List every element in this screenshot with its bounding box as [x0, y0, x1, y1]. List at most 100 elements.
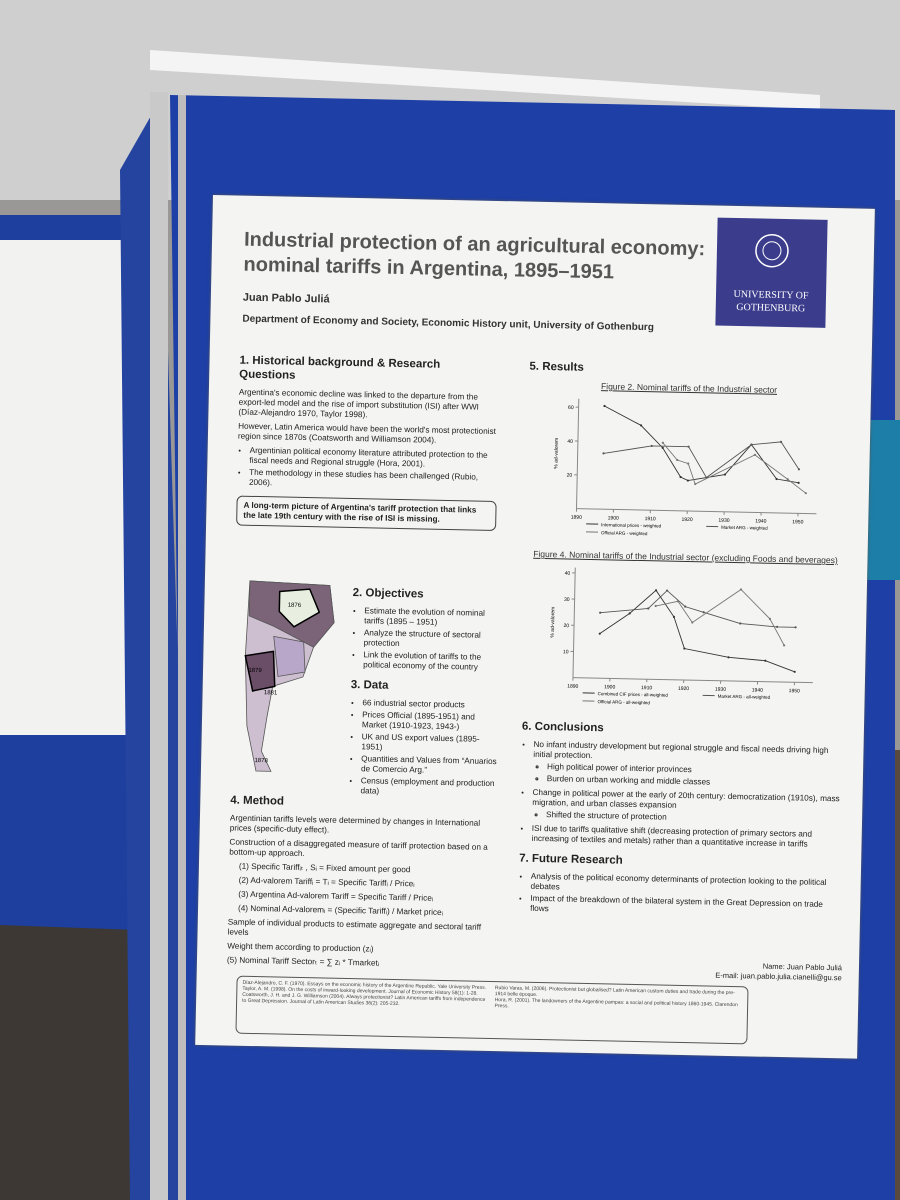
bullet: Estimate the evolution of nominal tariff…	[364, 606, 502, 629]
bullet-text: No infant industry development but regio…	[533, 739, 829, 761]
bullet: Change in political power at the early o…	[532, 788, 841, 826]
point	[679, 475, 682, 479]
formula: (1) Specific Tariffᵢₜ , Sᵢ = Fixed amoun…	[238, 861, 411, 875]
point	[775, 477, 778, 481]
point	[691, 621, 694, 624]
legend-label: Official ARG - weighted	[601, 530, 648, 536]
legend-label: Market ARG - weighted	[721, 525, 768, 531]
point	[661, 446, 664, 449]
paragraph: Weight them according to production (zᵢ)	[227, 941, 374, 954]
point	[753, 453, 757, 456]
formula: (2) Ad-valorem Tariffᵢ = Tᵢ = Specific T…	[238, 875, 415, 889]
x-axis	[576, 508, 817, 515]
point	[783, 644, 786, 647]
y-tick-label: 60	[568, 405, 574, 411]
x-tick-label: 1910	[645, 516, 656, 522]
point	[666, 589, 669, 592]
point	[779, 440, 783, 443]
right-column: 5. Results Figure 2. Nominal tariffs of t…	[518, 352, 850, 925]
bullet-list: Argentinian political economy literature…	[237, 446, 498, 493]
contact: Name: Juan Pablo Juliá E-mail: juan.pablo…	[617, 959, 842, 984]
poster: Industrial protection of an agricultural…	[195, 195, 875, 1059]
legend-label: Market ARG - all-weighted	[718, 694, 771, 700]
bullet-list: No infant industry development but regio…	[519, 740, 841, 851]
point	[727, 656, 730, 659]
x-tick-label: 1940	[752, 687, 763, 693]
legend-label: International prices - weighted	[601, 522, 662, 528]
point	[654, 604, 657, 608]
objectives-data: 2. Objectives Estimate the evolution of n…	[348, 578, 503, 803]
x-tick-label: 1940	[755, 518, 766, 524]
point	[797, 468, 801, 471]
paragraph: However, Latin America would have been t…	[237, 421, 496, 445]
section-heading: 5. Results	[529, 360, 584, 374]
x-tick-label: 1930	[718, 518, 729, 524]
point	[687, 445, 690, 448]
map-label: 1881	[264, 690, 278, 696]
paragraph: (5) Nominal Tariff Sectorₜ = ∑ zᵢ * Tmar…	[226, 955, 380, 968]
poster-title: Industrial protection of an agricultural…	[243, 228, 706, 284]
sub-list: High political power of interior provinc…	[533, 762, 841, 790]
method-column: 4. Method Argentinian tariffs levels were…	[227, 785, 491, 974]
callout: A long-term picture of Argentina's tarif…	[236, 495, 497, 532]
y-axis-label: % ad-valorem	[550, 607, 557, 638]
map-row: 1876 1879 1881 1878 2. Objectives Estimate t…	[231, 576, 505, 796]
point	[776, 625, 779, 629]
point	[598, 632, 601, 635]
point	[650, 444, 653, 448]
bullet: UK and US export values (1895-1951)	[361, 732, 499, 755]
point	[797, 481, 800, 484]
point	[672, 615, 676, 618]
bullet-list: 66 industrial sector productsPrices Offi…	[348, 698, 500, 799]
series-line	[600, 589, 796, 628]
section-heading: 7. Future Research	[519, 852, 623, 867]
map-label: 1879	[248, 668, 262, 674]
sub-bullet: Shifted the structure of protection	[546, 810, 840, 826]
paragraph: Argentina's economic decline was linked …	[238, 387, 479, 420]
y-tick-label: 10	[563, 649, 569, 655]
references: Díaz-Alejandro, C. F. (1970). Essays on …	[235, 975, 749, 1045]
y-tick-label: 20	[567, 473, 573, 479]
author: Juan Pablo Juliá	[242, 291, 330, 306]
bullet-text: Change in political power at the early o…	[532, 787, 840, 810]
section-heading: 1. Historical background & Research Ques…	[239, 354, 441, 382]
point	[794, 626, 797, 629]
x-tick-label: 1900	[608, 515, 619, 521]
point	[687, 462, 690, 465]
paragraph: Argentinian tariffs levels were determin…	[229, 813, 481, 835]
logo-text: UNIVERSITY OF GOTHENBURG	[733, 288, 809, 315]
point	[602, 452, 605, 455]
line-chart: 20 40 60 1890 1900 1910 1920 1930 1940 1950 % ad-v…	[553, 398, 817, 536]
point	[768, 617, 772, 620]
point	[654, 589, 658, 592]
y-axis-label: % ad-valorem	[553, 438, 560, 469]
bullet-list: Estimate the evolution of nominal tariff…	[351, 606, 502, 673]
series-line	[599, 589, 795, 673]
bullet: Argentinian political economy literature…	[249, 446, 497, 471]
x-tick-label: 1890	[567, 684, 578, 690]
point	[683, 647, 686, 650]
bullet: Prices Official (1895-1951) and Market (…	[362, 710, 500, 733]
point	[628, 612, 631, 615]
y-tick-label: 20	[563, 623, 569, 629]
x-tick-label: 1930	[715, 687, 726, 693]
bullet: Link the evolution of tariffs to the pol…	[363, 650, 501, 673]
point	[804, 492, 807, 495]
map: 1876 1879 1881 1878	[244, 580, 335, 772]
y-tick-label: 40	[567, 439, 573, 445]
x-tick-label: 1890	[571, 515, 582, 521]
point	[599, 611, 602, 614]
map-label: 1876	[288, 603, 302, 609]
series-line	[604, 405, 799, 484]
point	[702, 611, 705, 614]
legend-label: Combined CIF prices - all-weighted	[598, 691, 669, 697]
x-tick-label: 1900	[604, 684, 615, 690]
bullet: Impact of the breakdown of the bilateral…	[530, 894, 838, 920]
x-tick-label: 1950	[792, 519, 803, 525]
series-line	[603, 441, 800, 479]
y-axis	[576, 398, 580, 509]
point	[686, 479, 689, 482]
point	[793, 670, 796, 673]
section-heading: 4. Method	[230, 794, 285, 808]
